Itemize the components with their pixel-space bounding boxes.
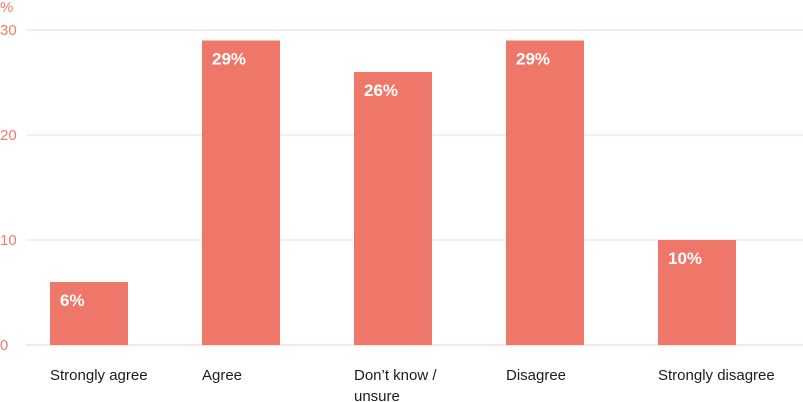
y-tick-labels: 0 10 20 30: [0, 22, 17, 354]
bar: [658, 240, 736, 345]
y-tick-label: 20: [0, 127, 17, 144]
bar: [50, 282, 128, 345]
y-tick-label: 10: [0, 232, 17, 249]
category-label-line: Strongly disagree: [658, 367, 775, 384]
bars: [50, 40, 736, 345]
category-label: Strongly agree: [50, 367, 148, 384]
data-label: 6%: [60, 291, 85, 310]
y-tick-label: 30: [0, 22, 17, 39]
data-label: 26%: [364, 81, 398, 100]
data-label: 10%: [668, 249, 702, 268]
category-label-line: Disagree: [506, 367, 566, 384]
category-labels: Strongly agree Agree Don’t know / unsure Dis…: [50, 367, 775, 402]
bar: [202, 40, 280, 345]
y-axis-unit: %: [0, 0, 13, 16]
data-label: 29%: [516, 50, 550, 69]
data-label: 29%: [212, 50, 246, 69]
category-label: Agree: [202, 367, 242, 384]
y-tick-label: 0: [0, 337, 8, 354]
bar: [354, 72, 432, 345]
bar: [506, 40, 584, 345]
category-label: Don’t know / unsure: [354, 367, 437, 402]
data-labels: 6% 29% 26% 29% 10%: [60, 50, 702, 311]
category-label: Strongly disagree: [658, 367, 775, 384]
category-label-line: Don’t know /: [354, 367, 437, 384]
category-label-line: Agree: [202, 367, 242, 384]
category-label-line: Strongly agree: [50, 367, 148, 384]
category-label: Disagree: [506, 367, 566, 384]
category-label-line: unsure: [354, 388, 400, 402]
